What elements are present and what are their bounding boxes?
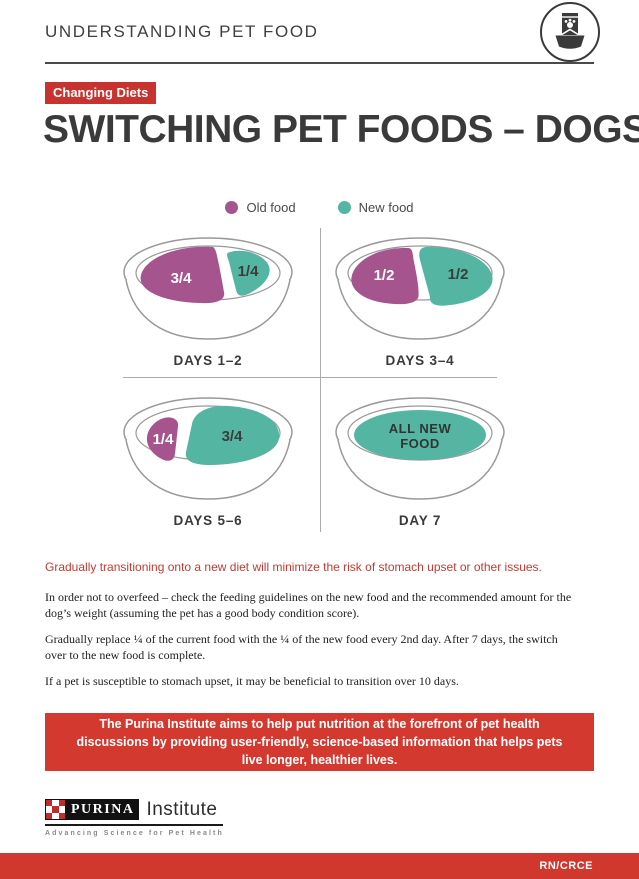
bowl-caption: DAYS 3–4 [385,353,455,368]
purina-checkerboard-icon [45,799,66,820]
footer-bar: RN/CRCE [0,853,639,879]
old-food-dot-icon [225,201,239,214]
legend-item-new-food: New food [337,200,414,215]
legend-item-old-food: Old food [225,200,296,215]
bowl-caption: DAYS 5–6 [173,513,243,528]
bowl-days-5-6: 1/4 3/4 DAYS 5–6 [118,392,298,528]
grid-divider-vertical [320,228,321,532]
bowl-days-1-2: 3/4 1/4 DAYS 1–2 [118,232,298,368]
purina-institute-logo: PURINA Institute Advancing Science for P… [45,799,223,837]
header-divider [45,62,594,64]
legend-label: Old food [246,200,296,215]
legend: Old food New food [0,200,639,215]
logo-divider [45,824,223,826]
bowl-caption: DAYS 1–2 [173,353,243,368]
grid-divider-horizontal [123,377,497,378]
legend-label: New food [358,200,414,215]
bowl-graphic: 1/2 1/2 [335,237,505,340]
document-header-title: UNDERSTANDING PET FOOD [45,22,319,41]
highlight-sentence: Gradually transitioning onto a new diet … [45,560,542,574]
bowl-graphic: 1/4 3/4 [123,397,293,500]
portion-old-label: 1/4 [153,431,175,448]
portion-new-label-line2: FOOD [400,436,440,451]
bowl-caption: DAY 7 [398,513,442,528]
bowl-graphic: ALL NEW FOOD [335,397,505,500]
portion-new-label: 3/4 [222,428,244,445]
portion-new-label: 1/2 [448,266,469,283]
section-badge: Changing Diets [45,82,157,104]
bowl-graphic: 3/4 1/4 [123,237,293,340]
bowl-days-3-4: 1/2 1/2 DAYS 3–4 [330,232,510,368]
logo-tagline: Advancing Science for Pet Health [45,830,224,837]
purina-institute-callout: The Purina Institute aims to help put nu… [45,713,594,771]
portion-old-label: 1/2 [374,267,395,284]
portion-new-label: 1/4 [238,263,260,280]
portion-new-label-line1: ALL NEW [389,421,452,436]
new-food-dot-icon [337,201,351,214]
paragraph: Gradually replace ¼ of the current food … [45,631,558,662]
page-title: SWITCHING PET FOODS – DOGS [43,108,639,151]
bowl-day-7: ALL NEW FOOD DAY 7 [330,392,510,528]
pet-food-bowl-icon [539,1,601,63]
paragraph: In order not to overfeed – check the fee… [45,590,572,620]
portion-old-label: 3/4 [171,270,193,287]
purina-wordmark: PURINA [66,799,140,820]
body-copy: In order not to overfeed – check the fee… [45,590,573,700]
paragraph: If a pet is susceptible to stomach upset… [45,673,459,688]
institute-wordmark: Institute [146,798,218,820]
document-code: RN/CRCE [539,860,593,872]
